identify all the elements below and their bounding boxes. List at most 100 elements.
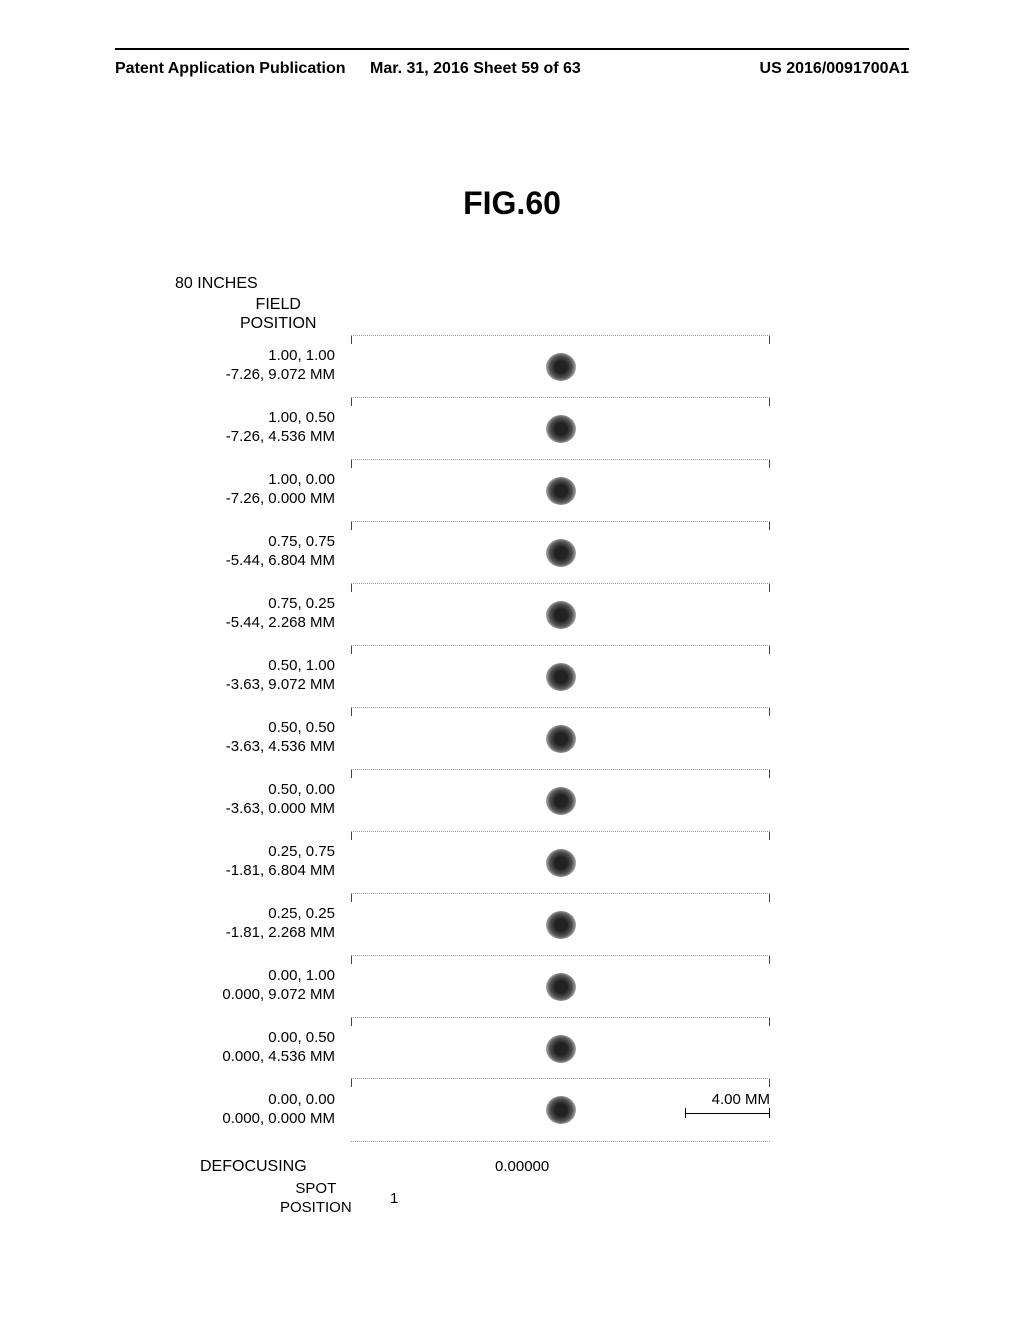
spot-icon: [546, 725, 576, 753]
field-position-labels: 0.00, 1.000.000, 9.072 MM: [175, 967, 351, 1005]
spot-icon: [546, 601, 576, 629]
spot-position-label: SPOT POSITION: [280, 1180, 352, 1218]
spot-icon: [546, 911, 576, 939]
field-position-norm: 0.75, 0.25: [175, 595, 335, 614]
field-position-mm: -5.44, 6.804 MM: [175, 552, 335, 571]
defocusing-value: 0.00000: [495, 1158, 549, 1175]
field-position-mm: -7.26, 0.000 MM: [175, 490, 335, 509]
field-position-labels: 0.50, 1.00-3.63, 9.072 MM: [175, 657, 351, 695]
diagram-cell: [351, 893, 770, 956]
field-position-norm: 0.00, 0.50: [175, 1029, 335, 1048]
spot-icon: [546, 973, 576, 1001]
spot-blob: [546, 1096, 576, 1124]
spot-blob: [546, 787, 576, 815]
spot-icon: [546, 415, 576, 443]
diagram-cell: [351, 707, 770, 770]
spot-icon: [546, 663, 576, 691]
diagram-cell: [351, 397, 770, 460]
field-position-labels: 0.75, 0.75-5.44, 6.804 MM: [175, 533, 351, 571]
spot-blob: [546, 477, 576, 505]
diagram-cell: [351, 521, 770, 584]
field-position-labels: 0.00, 0.000.000, 0.000 MM: [175, 1091, 351, 1129]
field-position-mm: -3.63, 0.000 MM: [175, 800, 335, 819]
figure-title: FIG.60: [0, 185, 1024, 222]
field-position-mm: -7.26, 4.536 MM: [175, 428, 335, 447]
spot-blob: [546, 353, 576, 381]
diagram-cell: [351, 335, 770, 398]
spot-row: 0.50, 0.00-3.63, 0.000 MM: [175, 769, 770, 831]
scale-bar: [685, 1113, 770, 1114]
diagram-cell: [351, 769, 770, 832]
field-position-norm: 1.00, 0.00: [175, 471, 335, 490]
field-position-norm: 0.50, 1.00: [175, 657, 335, 676]
field-position-norm: 0.50, 0.00: [175, 781, 335, 800]
header-rule: [115, 48, 909, 50]
field-position-norm: 0.25, 0.25: [175, 905, 335, 924]
diagram-cell: [351, 1017, 770, 1080]
spot-row: 0.75, 0.75-5.44, 6.804 MM: [175, 521, 770, 583]
spot-blob: [546, 911, 576, 939]
field-position-norm: 1.00, 1.00: [175, 347, 335, 366]
spot-row: 0.00, 0.000.000, 0.000 MM 4.00 MM: [175, 1079, 770, 1141]
field-position-norm: 0.75, 0.75: [175, 533, 335, 552]
spot-blob: [546, 415, 576, 443]
spot-icon: [546, 539, 576, 567]
spot-row: 1.00, 0.00-7.26, 0.000 MM: [175, 459, 770, 521]
defocusing-label: DEFOCUSING: [200, 1158, 307, 1176]
spot-row: 0.75, 0.25-5.44, 2.268 MM: [175, 583, 770, 645]
spot-icon: [546, 1035, 576, 1063]
field-position-labels: 0.00, 0.500.000, 4.536 MM: [175, 1029, 351, 1067]
field-position-norm: 0.50, 0.50: [175, 719, 335, 738]
field-position-mm: -7.26, 9.072 MM: [175, 366, 335, 385]
spot-row: 0.25, 0.25-1.81, 2.268 MM: [175, 893, 770, 955]
field-position-mm: -3.63, 9.072 MM: [175, 676, 335, 695]
field-position-norm: 0.00, 1.00: [175, 967, 335, 986]
field-position-norm: 0.00, 0.00: [175, 1091, 335, 1110]
spot-row: 0.00, 0.500.000, 4.536 MM: [175, 1017, 770, 1079]
scale-label: 4.00 MM: [712, 1091, 770, 1108]
screen-size-label: 80 INCHES: [175, 275, 258, 293]
header-left-text: Patent Application Publication: [115, 60, 346, 78]
spot-icon: [546, 353, 576, 381]
field-position-mm: -5.44, 2.268 MM: [175, 614, 335, 633]
field-position-labels: 0.75, 0.25-5.44, 2.268 MM: [175, 595, 351, 633]
spot-row: 0.50, 0.50-3.63, 4.536 MM: [175, 707, 770, 769]
spot-blob: [546, 973, 576, 1001]
spot-diagram-area: 1.00, 1.00-7.26, 9.072 MM 1.00, 0.50-7.26…: [175, 335, 770, 1141]
spot-blob: [546, 663, 576, 691]
header-right-text: US 2016/0091700A1: [760, 60, 909, 78]
field-position-labels: 1.00, 0.50-7.26, 4.536 MM: [175, 409, 351, 447]
spot-blob: [546, 1035, 576, 1063]
field-position-labels: 0.25, 0.75-1.81, 6.804 MM: [175, 843, 351, 881]
field-position-labels: 0.50, 0.50-3.63, 4.536 MM: [175, 719, 351, 757]
field-position-labels: 0.25, 0.25-1.81, 2.268 MM: [175, 905, 351, 943]
spot-row: 1.00, 1.00-7.26, 9.072 MM: [175, 335, 770, 397]
spot-row: 0.25, 0.75-1.81, 6.804 MM: [175, 831, 770, 893]
field-position-mm: 0.000, 4.536 MM: [175, 1048, 335, 1067]
field-position-labels: 0.50, 0.00-3.63, 0.000 MM: [175, 781, 351, 819]
diagram-cell: 4.00 MM: [351, 1078, 770, 1142]
diagram-cell: [351, 583, 770, 646]
field-position-norm: 0.25, 0.75: [175, 843, 335, 862]
spot-blob: [546, 601, 576, 629]
field-position-mm: 0.000, 0.000 MM: [175, 1110, 335, 1129]
spot-row: 1.00, 0.50-7.26, 4.536 MM: [175, 397, 770, 459]
diagram-cell: [351, 459, 770, 522]
spot-icon: [546, 787, 576, 815]
field-position-header: FIELD POSITION: [240, 295, 316, 333]
spot-row: 0.00, 1.000.000, 9.072 MM: [175, 955, 770, 1017]
spot-icon: [546, 477, 576, 505]
spot-row: 0.50, 1.00-3.63, 9.072 MM: [175, 645, 770, 707]
spot-blob: [546, 849, 576, 877]
diagram-cell: [351, 955, 770, 1018]
field-position-mm: -1.81, 6.804 MM: [175, 862, 335, 881]
spot-icon: [546, 849, 576, 877]
spot-blob: [546, 539, 576, 567]
field-position-mm: 0.000, 9.072 MM: [175, 986, 335, 1005]
field-position-mm: -1.81, 2.268 MM: [175, 924, 335, 943]
field-position-labels: 1.00, 1.00-7.26, 9.072 MM: [175, 347, 351, 385]
spot-icon: [546, 1096, 576, 1124]
field-position-labels: 1.00, 0.00-7.26, 0.000 MM: [175, 471, 351, 509]
field-position-mm: -3.63, 4.536 MM: [175, 738, 335, 757]
spot-blob: [546, 725, 576, 753]
